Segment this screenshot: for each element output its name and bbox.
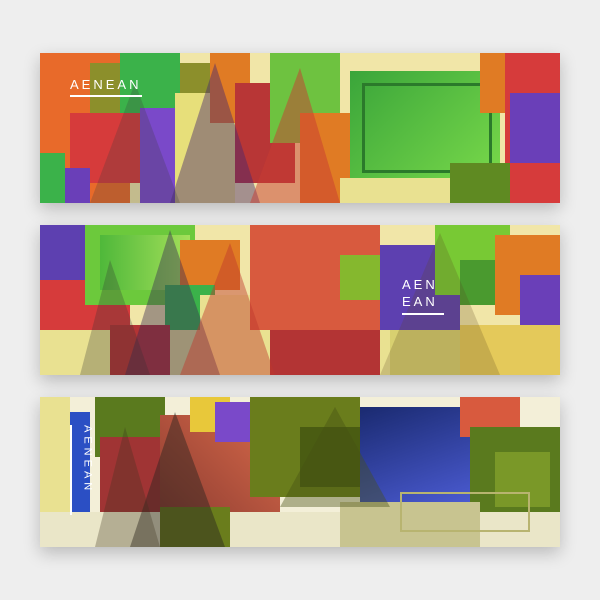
banner-1: AENEAN — [40, 53, 560, 203]
banner-3: AENEAN — [40, 397, 560, 547]
banner-label: AENEAN — [70, 77, 141, 94]
banner-label: AENEAN — [80, 425, 94, 494]
banner-2: AENEAN — [40, 225, 560, 375]
banner-label: AENEAN — [402, 277, 438, 311]
